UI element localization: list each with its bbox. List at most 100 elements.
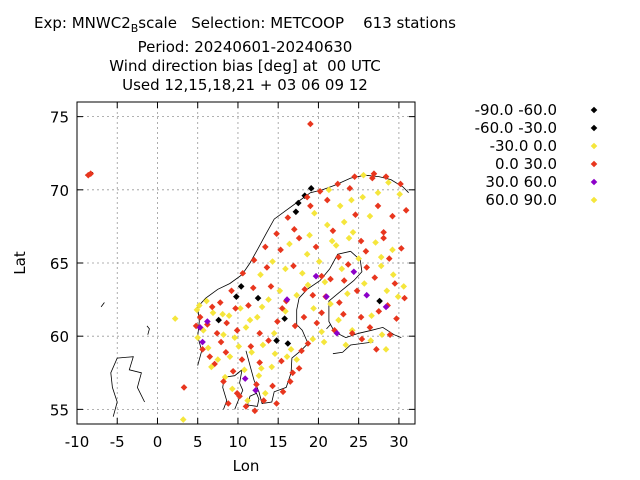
data-point-30-0-0-0 <box>248 348 255 356</box>
data-point-30-0-0-0 <box>304 281 312 289</box>
data-point-0-0-30-0 <box>211 360 218 368</box>
data-point-0-0-30-0 <box>397 180 404 188</box>
data-point-60-0-90-0 <box>359 193 366 201</box>
data-point-0-0-30-0 <box>180 384 188 391</box>
data-point-0-0-30-0 <box>357 313 365 321</box>
data-point-90-0-60-0 <box>281 315 288 322</box>
data-point-0-0-30-0 <box>233 389 241 397</box>
y-tick-label: 75 <box>50 109 69 127</box>
data-point-0-0-30-0 <box>318 309 325 317</box>
data-point-30-0-0-0 <box>231 334 239 341</box>
data-point-30-0-0-0 <box>378 331 386 339</box>
data-point-90-0-60-0 <box>254 294 262 302</box>
data-point-0-0-30-0 <box>298 347 305 355</box>
data-point-0-0-30-0 <box>307 202 314 210</box>
title-line-1: Exp: MNWC2Bscale Selection: METCOOP 613 … <box>0 14 490 38</box>
data-point-30-0-0-0 <box>396 190 404 198</box>
data-point-0-0-30-0 <box>386 331 394 339</box>
data-point-0-0-30-0 <box>402 207 410 214</box>
data-point-0-0-30-0 <box>371 274 379 281</box>
data-point-30-0-0-0 <box>360 171 367 179</box>
data-point-30-0-0-0 <box>276 287 284 295</box>
data-point-30-0-0-0 <box>368 312 375 319</box>
data-point-0-0-30-0 <box>262 243 269 251</box>
data-point-0-0-30-0 <box>366 324 374 331</box>
data-point-30-0-0-0 <box>270 329 278 337</box>
data-point-30-0-0-0 <box>310 305 317 312</box>
data-point-0-0-30-0 <box>274 318 281 325</box>
data-point-0-0-30-0 <box>238 356 246 363</box>
data-point-30-0-0-0 <box>348 196 355 204</box>
data-point-0-0-30-0 <box>335 253 342 261</box>
data-point-60-0-90-0 <box>389 271 397 279</box>
data-points <box>84 120 410 423</box>
data-point-30-0-60-0 <box>196 324 204 331</box>
data-point-30-0-0-0 <box>374 189 382 197</box>
data-point-30-0-0-0 <box>193 306 201 314</box>
title-line-4: Used 12,15,18,21 + 03 06 09 12 <box>122 76 368 94</box>
data-point-60-0-30-0 <box>273 337 280 344</box>
data-point-30-0-0-0 <box>306 231 313 239</box>
data-point-30-0-0-0 <box>209 309 217 317</box>
data-point-60-0-90-0 <box>342 341 350 349</box>
data-point-0-0-30-0 <box>316 187 324 195</box>
data-point-30-0-0-0 <box>311 209 318 217</box>
x-tick-label: 25 <box>349 433 368 451</box>
legend-label-90-0-60-0: -90.0 -60.0 <box>475 101 557 119</box>
coastline-path <box>110 356 145 417</box>
data-point-0-0-30-0 <box>224 400 232 407</box>
data-point-60-0-90-0 <box>258 303 266 311</box>
data-point-0-0-30-0 <box>273 230 280 238</box>
data-point-30-0-60-0 <box>283 296 291 303</box>
data-point-0-0-30-0 <box>236 392 243 400</box>
data-point-90-0-60-0 <box>233 293 240 300</box>
x-tick-label: 10 <box>228 433 247 451</box>
legend-marker-90-0-60-0 <box>590 106 598 114</box>
data-point-60-0-90-0 <box>367 337 375 344</box>
data-point-0-0-30-0 <box>312 243 320 251</box>
y-tick-label: 65 <box>50 255 69 273</box>
data-point-0-0-30-0 <box>346 185 354 192</box>
data-point-0-0-30-0 <box>286 378 294 385</box>
data-point-0-0-30-0 <box>290 262 297 270</box>
data-point-0-0-30-0 <box>278 305 286 312</box>
data-point-30-0-0-0 <box>204 344 212 352</box>
data-point-0-0-30-0 <box>273 400 280 407</box>
data-point-30-0-60-0 <box>241 375 249 382</box>
legend-label-60-0-30-0: -60.0 -30.0 <box>475 119 557 137</box>
data-point-30-0-0-0 <box>171 315 179 322</box>
title-line-2: Period: 20240601-20240630 <box>137 38 353 56</box>
data-point-60-0-90-0 <box>377 253 385 261</box>
data-point-0-0-30-0 <box>373 346 380 353</box>
data-point-30-0-60-0 <box>204 318 211 325</box>
data-point-0-0-30-0 <box>309 291 317 299</box>
data-point-60-0-90-0 <box>246 316 254 324</box>
data-point-0-0-30-0 <box>352 211 359 218</box>
data-point-0-0-30-0 <box>307 120 314 128</box>
data-point-60-0-90-0 <box>194 334 202 341</box>
data-point-30-0-60-0 <box>252 387 259 394</box>
data-point-60-0-90-0 <box>303 250 311 258</box>
data-point-30-0-60-0 <box>350 268 358 276</box>
data-point-0-0-30-0 <box>267 283 275 290</box>
data-point-0-0-30-0 <box>208 303 216 311</box>
data-point-0-0-30-0 <box>300 313 308 321</box>
data-point-0-0-30-0 <box>253 381 260 388</box>
data-point-60-0-30-0 <box>292 208 300 216</box>
data-point-60-0-30-0 <box>307 185 315 192</box>
y-tick-label: 60 <box>50 328 69 346</box>
coastline-path <box>247 392 260 407</box>
data-point-60-0-90-0 <box>271 350 279 358</box>
data-point-30-0-0-0 <box>214 356 222 363</box>
x-tick-label: 30 <box>389 433 408 451</box>
data-point-30-0-0-0 <box>203 297 210 305</box>
data-point-0-0-30-0 <box>220 378 227 385</box>
legend-label-0-0-30-0: 0.0 30.0 <box>495 155 557 173</box>
data-point-0-0-30-0 <box>228 287 235 295</box>
data-point-30-0-0-0 <box>225 312 233 319</box>
title-line-1-subscript: B <box>130 22 139 35</box>
data-point-0-0-30-0 <box>213 329 221 337</box>
data-point-0-0-30-0 <box>318 272 325 280</box>
data-point-30-0-60-0 <box>312 272 320 280</box>
